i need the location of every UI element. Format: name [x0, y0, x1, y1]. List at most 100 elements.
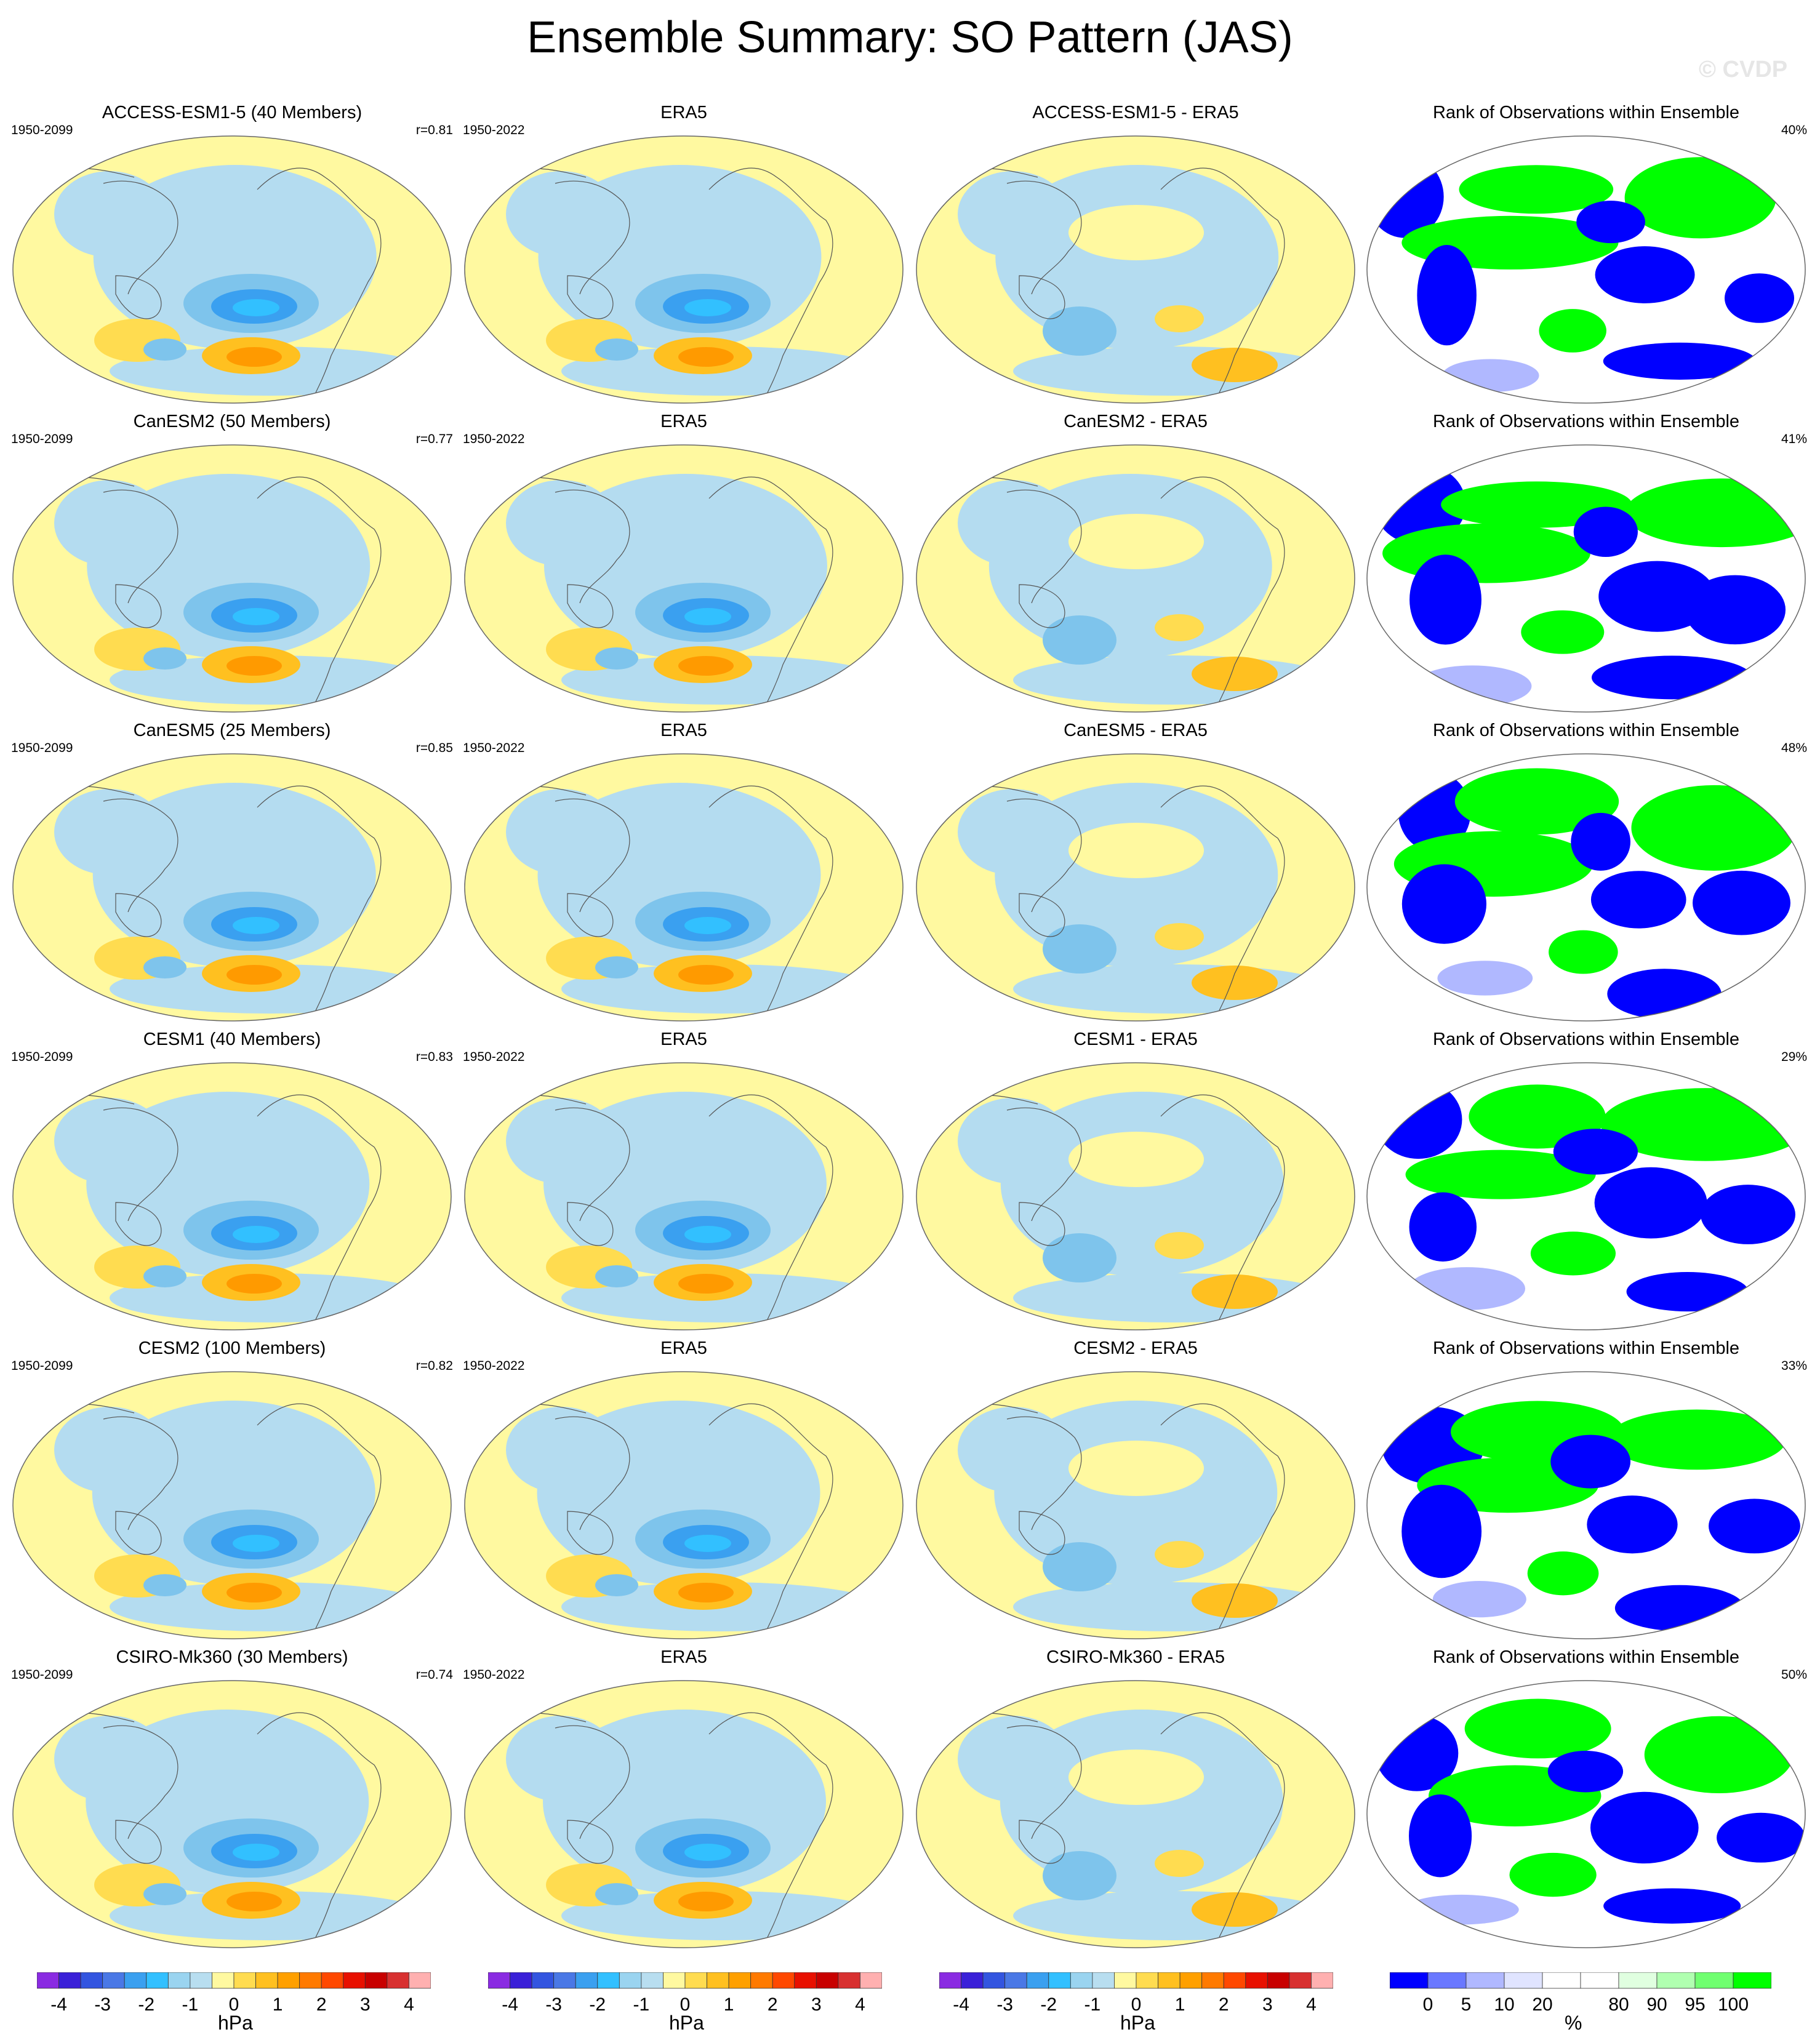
- rank-region: [1459, 165, 1614, 214]
- year-range-label: 1950-2099: [11, 741, 73, 755]
- colorbar-swatch: [80, 1972, 103, 1989]
- robinson-map: [12, 1680, 452, 1948]
- robinson-map: [1366, 1371, 1806, 1639]
- robinson-map: [464, 1680, 904, 1948]
- colorbar-swatch: [321, 1972, 344, 1989]
- colorbar-tick-label: -4: [502, 1994, 518, 2015]
- colorbar-swatch: [510, 1972, 532, 1989]
- colorbar-tick-label: 5: [1461, 1994, 1472, 2015]
- colorbar-tick-label: -3: [94, 1994, 111, 2015]
- rank-region: [1725, 273, 1795, 323]
- rank-region: [1590, 871, 1686, 929]
- colorbar-swatch: [409, 1972, 431, 1989]
- robinson-map: [1366, 135, 1806, 404]
- colorbar-tick-label: 3: [360, 1994, 371, 2015]
- colorbar-tick-label: 0: [680, 1994, 691, 2015]
- colorbar-swatch: [299, 1972, 322, 1989]
- colorbar-tick-label: 3: [1262, 1994, 1273, 2015]
- rank-region: [1607, 969, 1722, 1019]
- colorbar: 0 5 10 20 80 90 95 100%: [1389, 1972, 1772, 2034]
- colorbar-tick-label: -3: [545, 1994, 562, 2015]
- robinson-map: [916, 135, 1355, 404]
- year-range-label: 1950-2022: [463, 1359, 525, 1373]
- colorbar-swatch: [212, 1972, 235, 1989]
- map-panel-model: CESM2 (100 Members) 1950-2099 r=0.82: [11, 1338, 453, 1641]
- map-panel-obs: ERA5 1950-2022: [463, 1029, 905, 1332]
- rank-region: [1409, 1794, 1472, 1878]
- colorbar-swatch: [1427, 1972, 1467, 1989]
- rank-region: [1404, 1894, 1519, 1925]
- map-panel-diff: ACCESS-ESM1-5 - ERA5: [915, 102, 1357, 405]
- panel-title: ERA5: [660, 1338, 707, 1358]
- colorbar-tick-label: -2: [1040, 1994, 1057, 2015]
- year-range-label: 1950-2022: [463, 432, 525, 446]
- map-panel-diff: CESM1 - ERA5: [915, 1029, 1357, 1332]
- year-range-label: 1950-2022: [463, 1668, 525, 1682]
- colorbar-swatch: [1048, 1972, 1071, 1989]
- rank-region: [1539, 309, 1606, 353]
- robinson-map: [916, 444, 1355, 713]
- colorbar-tick-label: -4: [953, 1994, 969, 2015]
- map-panel-obs: ERA5 1950-2022: [463, 720, 905, 1023]
- robinson-map: [12, 1371, 452, 1639]
- colorbar-swatch: [553, 1972, 576, 1989]
- rank-percent-label: 40%: [1781, 123, 1807, 137]
- colorbar: -4 -3 -2 -1 0 1 2 3 4 hPa: [36, 1972, 431, 2034]
- colorbar-tick-label: 3: [811, 1994, 822, 2015]
- colorbar-tick-label: 95: [1685, 1994, 1705, 2015]
- rank-region: [1701, 1185, 1795, 1244]
- pattern-correlation-label: r=0.81: [415, 123, 453, 137]
- map-panel-model: CanESM5 (25 Members) 1950-2099 r=0.85: [11, 720, 453, 1023]
- colorbar-swatch: [772, 1972, 795, 1989]
- colorbar-tick-label: 2: [1219, 1994, 1229, 2015]
- colorbar-swatch: [982, 1972, 1006, 1989]
- rank-region: [1521, 610, 1605, 654]
- map-panel-model: CanESM2 (50 Members) 1950-2099 r=0.77: [11, 411, 453, 714]
- colorbar-swatch: [1733, 1972, 1772, 1989]
- map-panel-diff: CESM2 - ERA5: [915, 1338, 1357, 1641]
- rank-percent-label: 33%: [1781, 1359, 1807, 1373]
- rank-region: [1441, 359, 1539, 393]
- colorbar-swatch: [190, 1972, 212, 1989]
- colorbar-swatch: [1026, 1972, 1049, 1989]
- panel-title: Rank of Observations within Ensemble: [1432, 412, 1740, 431]
- colorbar-swatch: [387, 1972, 409, 1989]
- colorbar-swatch: [663, 1972, 686, 1989]
- colorbar-scale: -4 -3 -2 -1 0 1 2 3 4: [487, 1972, 883, 2015]
- colorbar-swatch: [1179, 1972, 1203, 1989]
- rank-region: [1595, 246, 1695, 303]
- colorbar-swatch: [167, 1972, 191, 1989]
- colorbar-swatch: [1311, 1972, 1334, 1989]
- colorbar-swatch: [1694, 1972, 1734, 1989]
- map-panel-model: ACCESS-ESM1-5 (40 Members) 1950-2099 r=0.8…: [11, 102, 453, 405]
- rank-region: [1576, 201, 1645, 244]
- panel-title: ERA5: [660, 103, 707, 122]
- rank-region: [1709, 1498, 1800, 1554]
- pattern-correlation-label: r=0.85: [415, 741, 453, 755]
- robinson-map: [916, 753, 1355, 1022]
- map-panel-diff: CanESM5 - ERA5: [915, 720, 1357, 1023]
- rank-region: [1408, 1267, 1526, 1310]
- colorbar-scale: -4 -3 -2 -1 0 1 2 3 4: [939, 1972, 1334, 2015]
- colorbar-tick-label: -2: [589, 1994, 606, 2015]
- colorbar-swatch: [364, 1972, 388, 1989]
- colorbar-swatch: [684, 1972, 707, 1989]
- colorbar-swatch: [575, 1972, 598, 1989]
- colorbar-tick-label: 0: [1423, 1994, 1433, 2015]
- map-panel-rank: Rank of Observations within Ensemble 29%: [1365, 1029, 1807, 1332]
- map-panel-rank: Rank of Observations within Ensemble 48%: [1365, 720, 1807, 1023]
- colorbar-tick-label: -3: [996, 1994, 1013, 2015]
- year-range-label: 1950-2099: [11, 1050, 73, 1064]
- rank-region: [1603, 342, 1757, 380]
- rank-region: [1603, 1888, 1741, 1924]
- colorbar-swatch: [36, 1972, 59, 1989]
- colorbar-swatch: [1158, 1972, 1181, 1989]
- colorbar-swatch: [1004, 1972, 1027, 1989]
- panel-title: Rank of Observations within Ensemble: [1432, 103, 1740, 122]
- panel-title: ACCESS-ESM1-5 (40 Members): [102, 103, 363, 122]
- colorbar-tick-label: 1: [1175, 1994, 1185, 2015]
- colorbar-swatch: [1289, 1972, 1312, 1989]
- rank-region: [1717, 1812, 1805, 1863]
- colorbar-swatch: [728, 1972, 752, 1989]
- rank-region: [1594, 1167, 1707, 1239]
